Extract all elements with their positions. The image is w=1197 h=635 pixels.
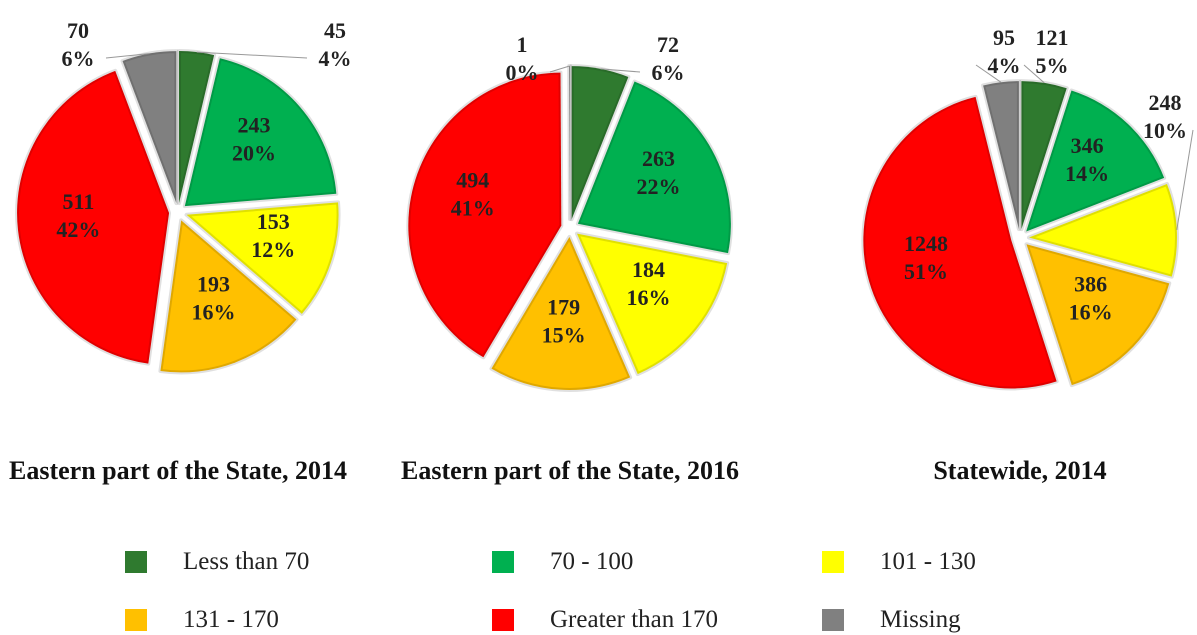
percent-label: 12% — [251, 237, 295, 262]
percent-label: 5% — [1036, 53, 1069, 78]
legend-label: Greater than 170 — [550, 606, 718, 633]
percent-label: 6% — [62, 46, 95, 71]
pie-slice — [569, 64, 631, 222]
percent-label: 4% — [988, 53, 1021, 78]
legend-label: 101 - 130 — [880, 548, 976, 575]
legend-swatch — [822, 609, 844, 631]
value-label: 70 — [67, 18, 89, 43]
pie-slice — [575, 79, 733, 256]
percent-label: 6% — [652, 60, 685, 85]
percent-label: 10% — [1143, 118, 1187, 143]
leader-line — [1023, 64, 1045, 84]
value-label: 346 — [1071, 133, 1104, 158]
percent-label: 16% — [1069, 300, 1113, 325]
pie-slice — [184, 200, 341, 316]
percent-label: 0% — [506, 60, 539, 85]
percent-label: 22% — [637, 174, 681, 199]
pie-slice — [15, 68, 172, 366]
legend-swatch — [492, 609, 514, 631]
pie-slice — [567, 64, 572, 221]
pie-slice — [1024, 242, 1172, 388]
legend-item: 70 - 100 — [492, 548, 633, 576]
value-label: 243 — [238, 113, 271, 138]
value-label: 193 — [197, 272, 230, 297]
percent-label: 51% — [904, 259, 948, 284]
value-label: 386 — [1074, 272, 1107, 297]
value-label: 248 — [1149, 90, 1182, 115]
pie-slice — [489, 234, 633, 392]
legend-item: Greater than 170 — [492, 606, 718, 634]
pie-slice — [120, 49, 179, 206]
legend-item: 101 - 130 — [822, 548, 976, 576]
legend-label: 131 - 170 — [183, 606, 279, 633]
legend-label: Less than 70 — [183, 548, 310, 575]
value-label: 95 — [993, 25, 1015, 50]
value-label: 494 — [456, 168, 489, 193]
legend-label: 70 - 100 — [550, 548, 634, 575]
percent-label: 16% — [191, 300, 235, 325]
pie-slice — [861, 94, 1059, 391]
value-label: 1248 — [904, 231, 948, 256]
value-label: 511 — [63, 189, 95, 214]
percent-label: 41% — [451, 196, 495, 221]
leader-line — [975, 64, 1002, 83]
value-label: 45 — [324, 18, 346, 43]
pies: 45 4% 243 20% 153 12% 193 16% 511 42% 70 6% 72 6% 263 2… — [15, 18, 1194, 392]
legend-item: Missing — [822, 606, 961, 634]
legend-swatch — [125, 609, 147, 631]
pie-slice — [406, 70, 564, 360]
legend-item: 131 - 170 — [125, 606, 279, 634]
leader-line — [196, 51, 308, 59]
legend-item: Less than 70 — [125, 548, 309, 576]
value-label: 184 — [632, 257, 665, 282]
leader-line — [105, 53, 150, 59]
value-label: 1 — [517, 32, 528, 57]
legend-label: Missing — [880, 606, 961, 633]
percent-label: 16% — [627, 285, 671, 310]
pie-slice — [158, 218, 299, 375]
value-label: 179 — [547, 295, 580, 320]
value-label: 121 — [1036, 25, 1069, 50]
pie-slice — [182, 56, 339, 209]
pie-slice — [575, 231, 730, 377]
legend-swatch — [492, 551, 514, 573]
value-label: 263 — [642, 146, 675, 171]
value-label: 72 — [657, 32, 679, 57]
percent-label: 4% — [319, 46, 352, 71]
legend-swatch — [822, 551, 844, 573]
leader-line — [600, 68, 641, 73]
legend-swatch — [125, 551, 147, 573]
pie-slice — [1024, 88, 1167, 234]
percent-label: 20% — [232, 141, 276, 166]
leader-line — [1176, 129, 1194, 231]
percent-label: 15% — [542, 323, 586, 348]
percent-label: 14% — [1065, 161, 1109, 186]
pie-slice — [177, 49, 217, 206]
value-label: 153 — [257, 209, 290, 234]
chart-title: Statewide, 2014 — [933, 456, 1107, 485]
chart-title: Eastern part of the State, 2014 — [9, 456, 347, 485]
pie-slice — [1019, 79, 1069, 232]
chart-title: Eastern part of the State, 2016 — [401, 456, 739, 485]
percent-label: 42% — [56, 217, 100, 242]
leader-line — [549, 65, 570, 73]
